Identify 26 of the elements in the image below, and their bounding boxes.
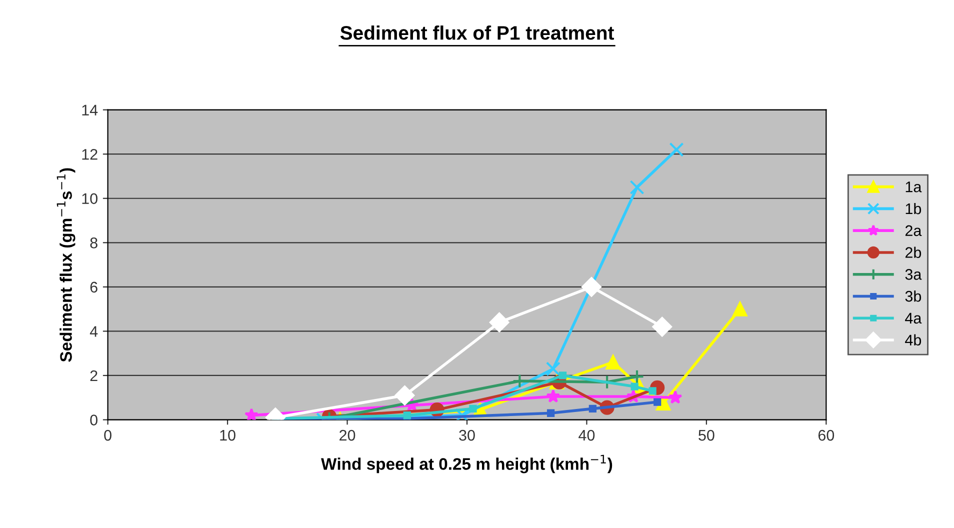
legend-label: 2a bbox=[905, 225, 922, 236]
chart-title: Sediment flux of P1 treatment bbox=[340, 26, 614, 40]
y-tick-label: 12 bbox=[82, 148, 98, 160]
y-tick-label: 8 bbox=[90, 238, 98, 248]
x-tick-label: 30 bbox=[459, 430, 475, 441]
legend-label: 3a bbox=[905, 269, 922, 280]
y-tick-label: 0 bbox=[90, 414, 98, 426]
legend-label: 3b bbox=[905, 290, 922, 302]
y-tick-label: 2 bbox=[90, 370, 98, 382]
y-axis-title: Sediment flux (gm$^{−1}$s$^{−1}$) bbox=[56, 168, 76, 362]
y-tick-label: 6 bbox=[90, 282, 98, 293]
legend-label: 1a bbox=[906, 182, 922, 192]
y-tick-label: 4 bbox=[90, 326, 98, 337]
x-tick-label: 10 bbox=[220, 430, 236, 441]
legend-label: 4b bbox=[905, 334, 922, 346]
legend-label: 2b bbox=[905, 246, 922, 258]
legend-label: 1b bbox=[906, 202, 922, 214]
x-axis-title: Wind speed at 0.25 m height (kmh$^{−1}$) bbox=[321, 454, 612, 474]
y-tick-label: 10 bbox=[82, 193, 98, 204]
x-tick-label: 20 bbox=[340, 430, 356, 441]
x-tick-label: 40 bbox=[578, 430, 595, 441]
x-tick-label: 60 bbox=[818, 430, 834, 441]
x-tick-label: 50 bbox=[698, 430, 714, 441]
legend-label: 4a bbox=[905, 312, 922, 324]
y-tick-label: 14 bbox=[82, 104, 98, 116]
x-tick-label: 0 bbox=[104, 430, 112, 441]
